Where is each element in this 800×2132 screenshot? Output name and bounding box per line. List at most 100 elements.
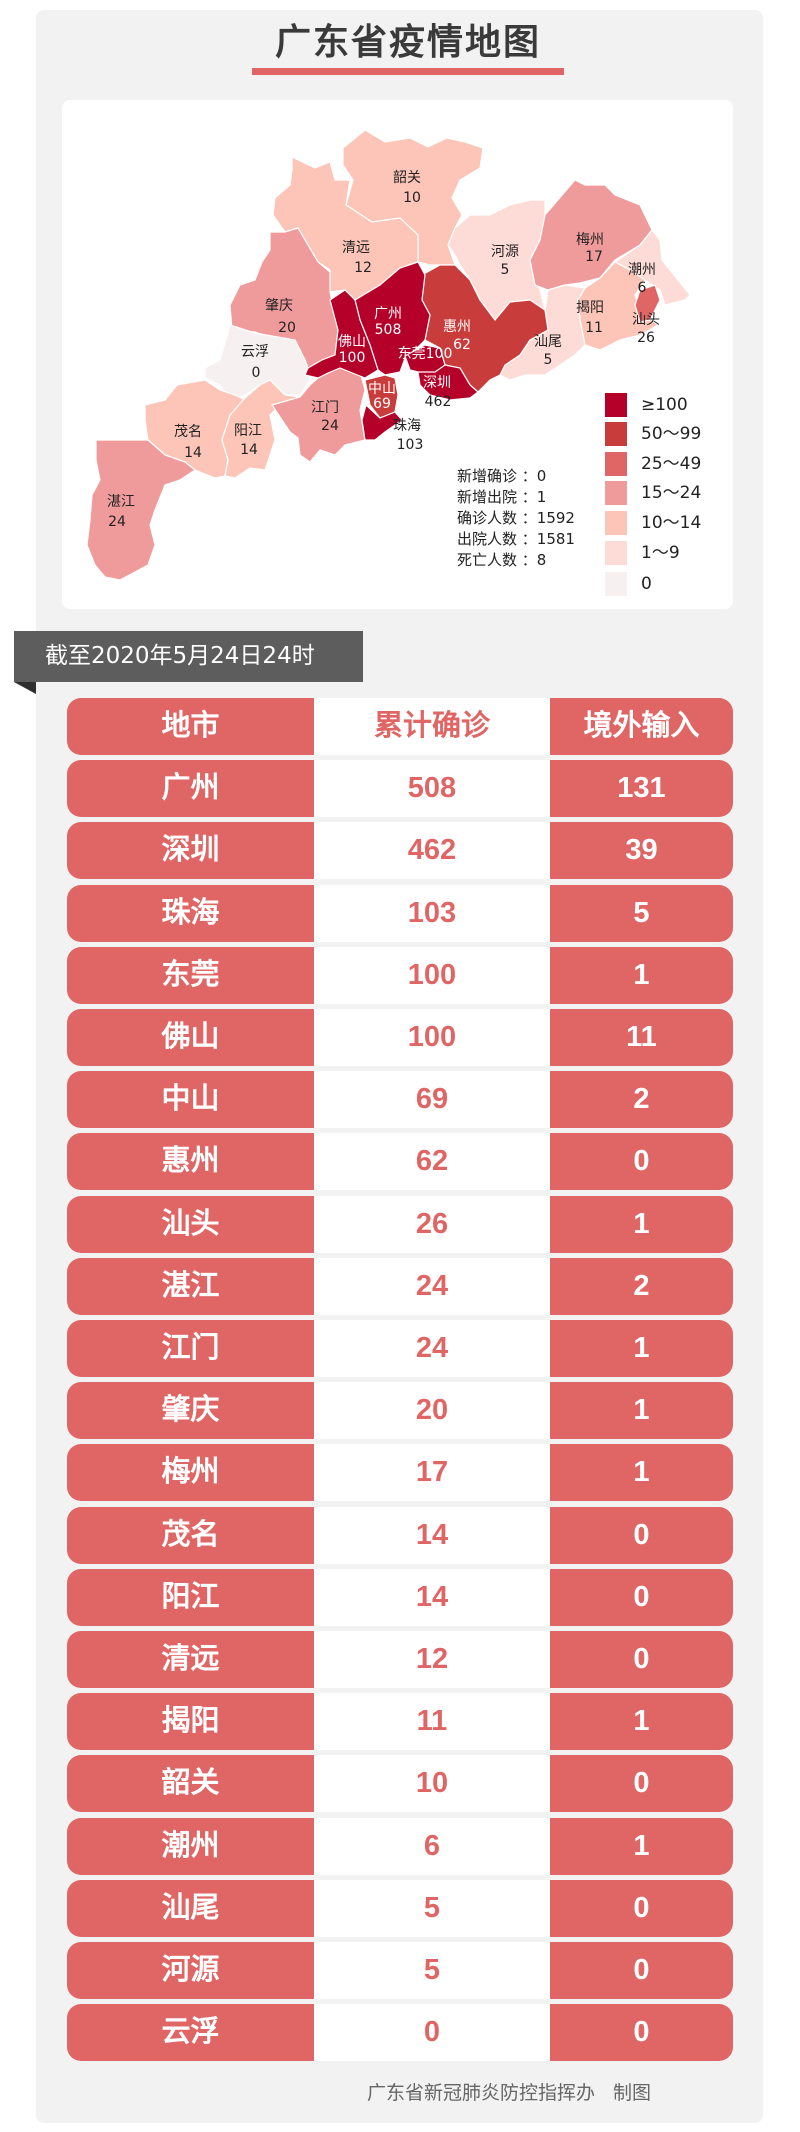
footer-suffix: 制图 <box>613 2082 652 2104</box>
as-of-banner: 截至2020年5月24日24时 <box>14 631 363 682</box>
city-cell: 惠州 <box>67 1133 314 1190</box>
legend-item: 0 <box>605 572 765 596</box>
table-row: 梅州 17 1 <box>67 1444 733 1501</box>
legend-swatch <box>605 511 627 535</box>
confirmed-cell: 11 <box>314 1693 550 1750</box>
stat-value: 0 <box>536 467 547 485</box>
imported-cell: 0 <box>550 1631 733 1688</box>
confirmed-cell: 103 <box>314 885 550 942</box>
map-region-value: 24 <box>108 514 126 530</box>
map-region-value: 6 <box>638 280 647 296</box>
stat-label: 出院人数 <box>457 530 518 548</box>
table-row: 佛山 100 11 <box>67 1009 733 1066</box>
stat-sep: ： <box>517 488 537 506</box>
confirmed-cell: 5 <box>314 1880 550 1937</box>
table-row: 中山 69 2 <box>67 1071 733 1128</box>
table-row: 云浮 0 0 <box>67 2004 733 2061</box>
legend-label: 1～9 <box>641 543 680 563</box>
stats-summary: 新增确诊 ： 0 新增出院 ：1 确诊人数 ：1592 出院人数 ：1581 死亡人数 ：… <box>457 466 575 571</box>
map-region-name: 茂名 <box>174 423 202 440</box>
confirmed-cell: 62 <box>314 1133 550 1190</box>
table-row: 江门 24 1 <box>67 1320 733 1377</box>
map-region-value: 14 <box>184 445 202 461</box>
confirmed-cell: 24 <box>314 1320 550 1377</box>
confirmed-cell: 12 <box>314 1631 550 1688</box>
map-region-name: 汕头 <box>632 312 660 328</box>
imported-cell: 2 <box>550 1258 733 1315</box>
map-region-name-text: 东莞 <box>398 346 426 362</box>
map-region-value: 508 <box>375 322 402 338</box>
table-row: 惠州 62 0 <box>67 1133 733 1190</box>
stat-sep: ： <box>517 530 537 548</box>
map-region-value: 10 <box>403 190 421 206</box>
city-cell: 清远 <box>67 1631 314 1688</box>
table-row: 潮州 6 1 <box>67 1818 733 1875</box>
stat-sep: ： <box>517 551 537 569</box>
map-region-value: 462 <box>425 394 452 410</box>
confirmed-cell: 100 <box>314 1009 550 1066</box>
confirmed-cell: 6 <box>314 1818 550 1875</box>
map-region-value: 12 <box>354 260 372 276</box>
city-cell: 云浮 <box>67 2004 314 2061</box>
map-region-name: 深圳 <box>423 375 451 391</box>
map-region-value: 17 <box>585 249 603 265</box>
table-row: 湛江 24 2 <box>67 1258 733 1315</box>
stat-label: 新增确诊 <box>457 467 518 485</box>
map-region-value: 100 <box>426 346 453 362</box>
map-region-name: 潮州 <box>628 262 656 278</box>
confirmed-cell: 5 <box>314 1942 550 1999</box>
table-row: 河源 5 0 <box>67 1942 733 1999</box>
map-region-name: 云浮 <box>241 344 269 360</box>
map-region-value: 5 <box>544 352 553 368</box>
stat-sep: ： <box>517 509 537 527</box>
city-cell: 江门 <box>67 1320 314 1377</box>
map-region <box>421 264 549 393</box>
legend-label: 50～99 <box>641 424 702 444</box>
legend-swatch <box>605 422 627 446</box>
legend-swatch <box>605 393 627 417</box>
map-region-value: 20 <box>278 320 296 336</box>
city-cell: 潮州 <box>67 1818 314 1875</box>
legend-swatch <box>605 452 627 476</box>
imported-cell: 5 <box>550 885 733 942</box>
imported-cell: 0 <box>550 1569 733 1626</box>
map-region-value: 14 <box>240 442 258 458</box>
map-region <box>613 229 691 306</box>
table-row: 韶关 10 0 <box>67 1755 733 1812</box>
imported-cell: 0 <box>550 1507 733 1564</box>
map-region-value: 24 <box>321 418 339 434</box>
table-row: 肇庆 20 1 <box>67 1382 733 1439</box>
map-region-name: 汕尾 <box>534 334 562 350</box>
imported-cell: 11 <box>550 1009 733 1066</box>
map-region-value: 103 <box>397 437 424 453</box>
map-region-name: 肇庆 <box>265 298 293 314</box>
table-row: 阳江 14 0 <box>67 1569 733 1626</box>
legend-item: ≥100 <box>605 393 765 417</box>
imported-cell: 39 <box>550 822 733 879</box>
map-region-name: 广州 <box>374 306 402 322</box>
stat-line: 新增出院 ：1 <box>457 487 575 508</box>
legend-item: 25～49 <box>605 452 765 476</box>
stat-line: 出院人数 ：1581 <box>457 529 575 550</box>
stat-value: 8 <box>536 551 547 569</box>
map-region <box>361 403 403 441</box>
table-header: 地市 累计确诊 境外输入 <box>67 698 733 755</box>
confirmed-cell: 0 <box>314 2004 550 2061</box>
map-region-name: 珠海 <box>393 418 421 434</box>
table-row: 广州 508 131 <box>67 760 733 817</box>
map-region-value: 5 <box>501 262 510 278</box>
city-cell: 东莞 <box>67 947 314 1004</box>
table-row: 清远 12 0 <box>67 1631 733 1688</box>
stat-label: 死亡人数 <box>457 551 518 569</box>
legend-item: 1～9 <box>605 541 765 565</box>
map-region-name: 清远 <box>342 240 370 256</box>
legend-label: ≥100 <box>641 395 688 415</box>
table-row: 汕头 26 1 <box>67 1196 733 1253</box>
city-cell: 广州 <box>67 760 314 817</box>
city-cell: 茂名 <box>67 1507 314 1564</box>
stat-value: 1592 <box>536 509 575 527</box>
stat-line: 确诊人数 ：1592 <box>457 508 575 529</box>
city-cell: 肇庆 <box>67 1382 314 1439</box>
map-region-name: 湛江 <box>107 494 135 510</box>
guangdong-map: 韶关10清远12肇庆20云浮0茂名14阳江14江门24湛江24河源5梅州17潮州… <box>86 129 691 581</box>
